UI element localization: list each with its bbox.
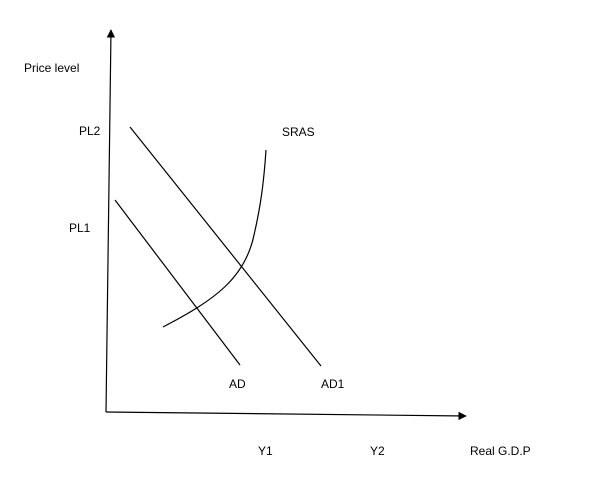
ad1-curve [129, 126, 322, 367]
price-level-label: PL1 [69, 221, 91, 235]
x-axis [105, 411, 467, 421]
sras-label: SRAS [282, 125, 315, 139]
output-label: Y1 [258, 444, 273, 458]
y-axis [105, 29, 116, 413]
x-axis-label: Real G.D.P [470, 444, 531, 458]
ad1-label: AD1 [321, 377, 345, 391]
sras-curve [162, 149, 267, 328]
output-label: Y2 [370, 444, 385, 458]
ad-label: AD [229, 377, 246, 391]
price-level-label: PL2 [79, 124, 101, 138]
ad-curve [114, 199, 241, 366]
y-axis-label: Price level [24, 61, 79, 75]
